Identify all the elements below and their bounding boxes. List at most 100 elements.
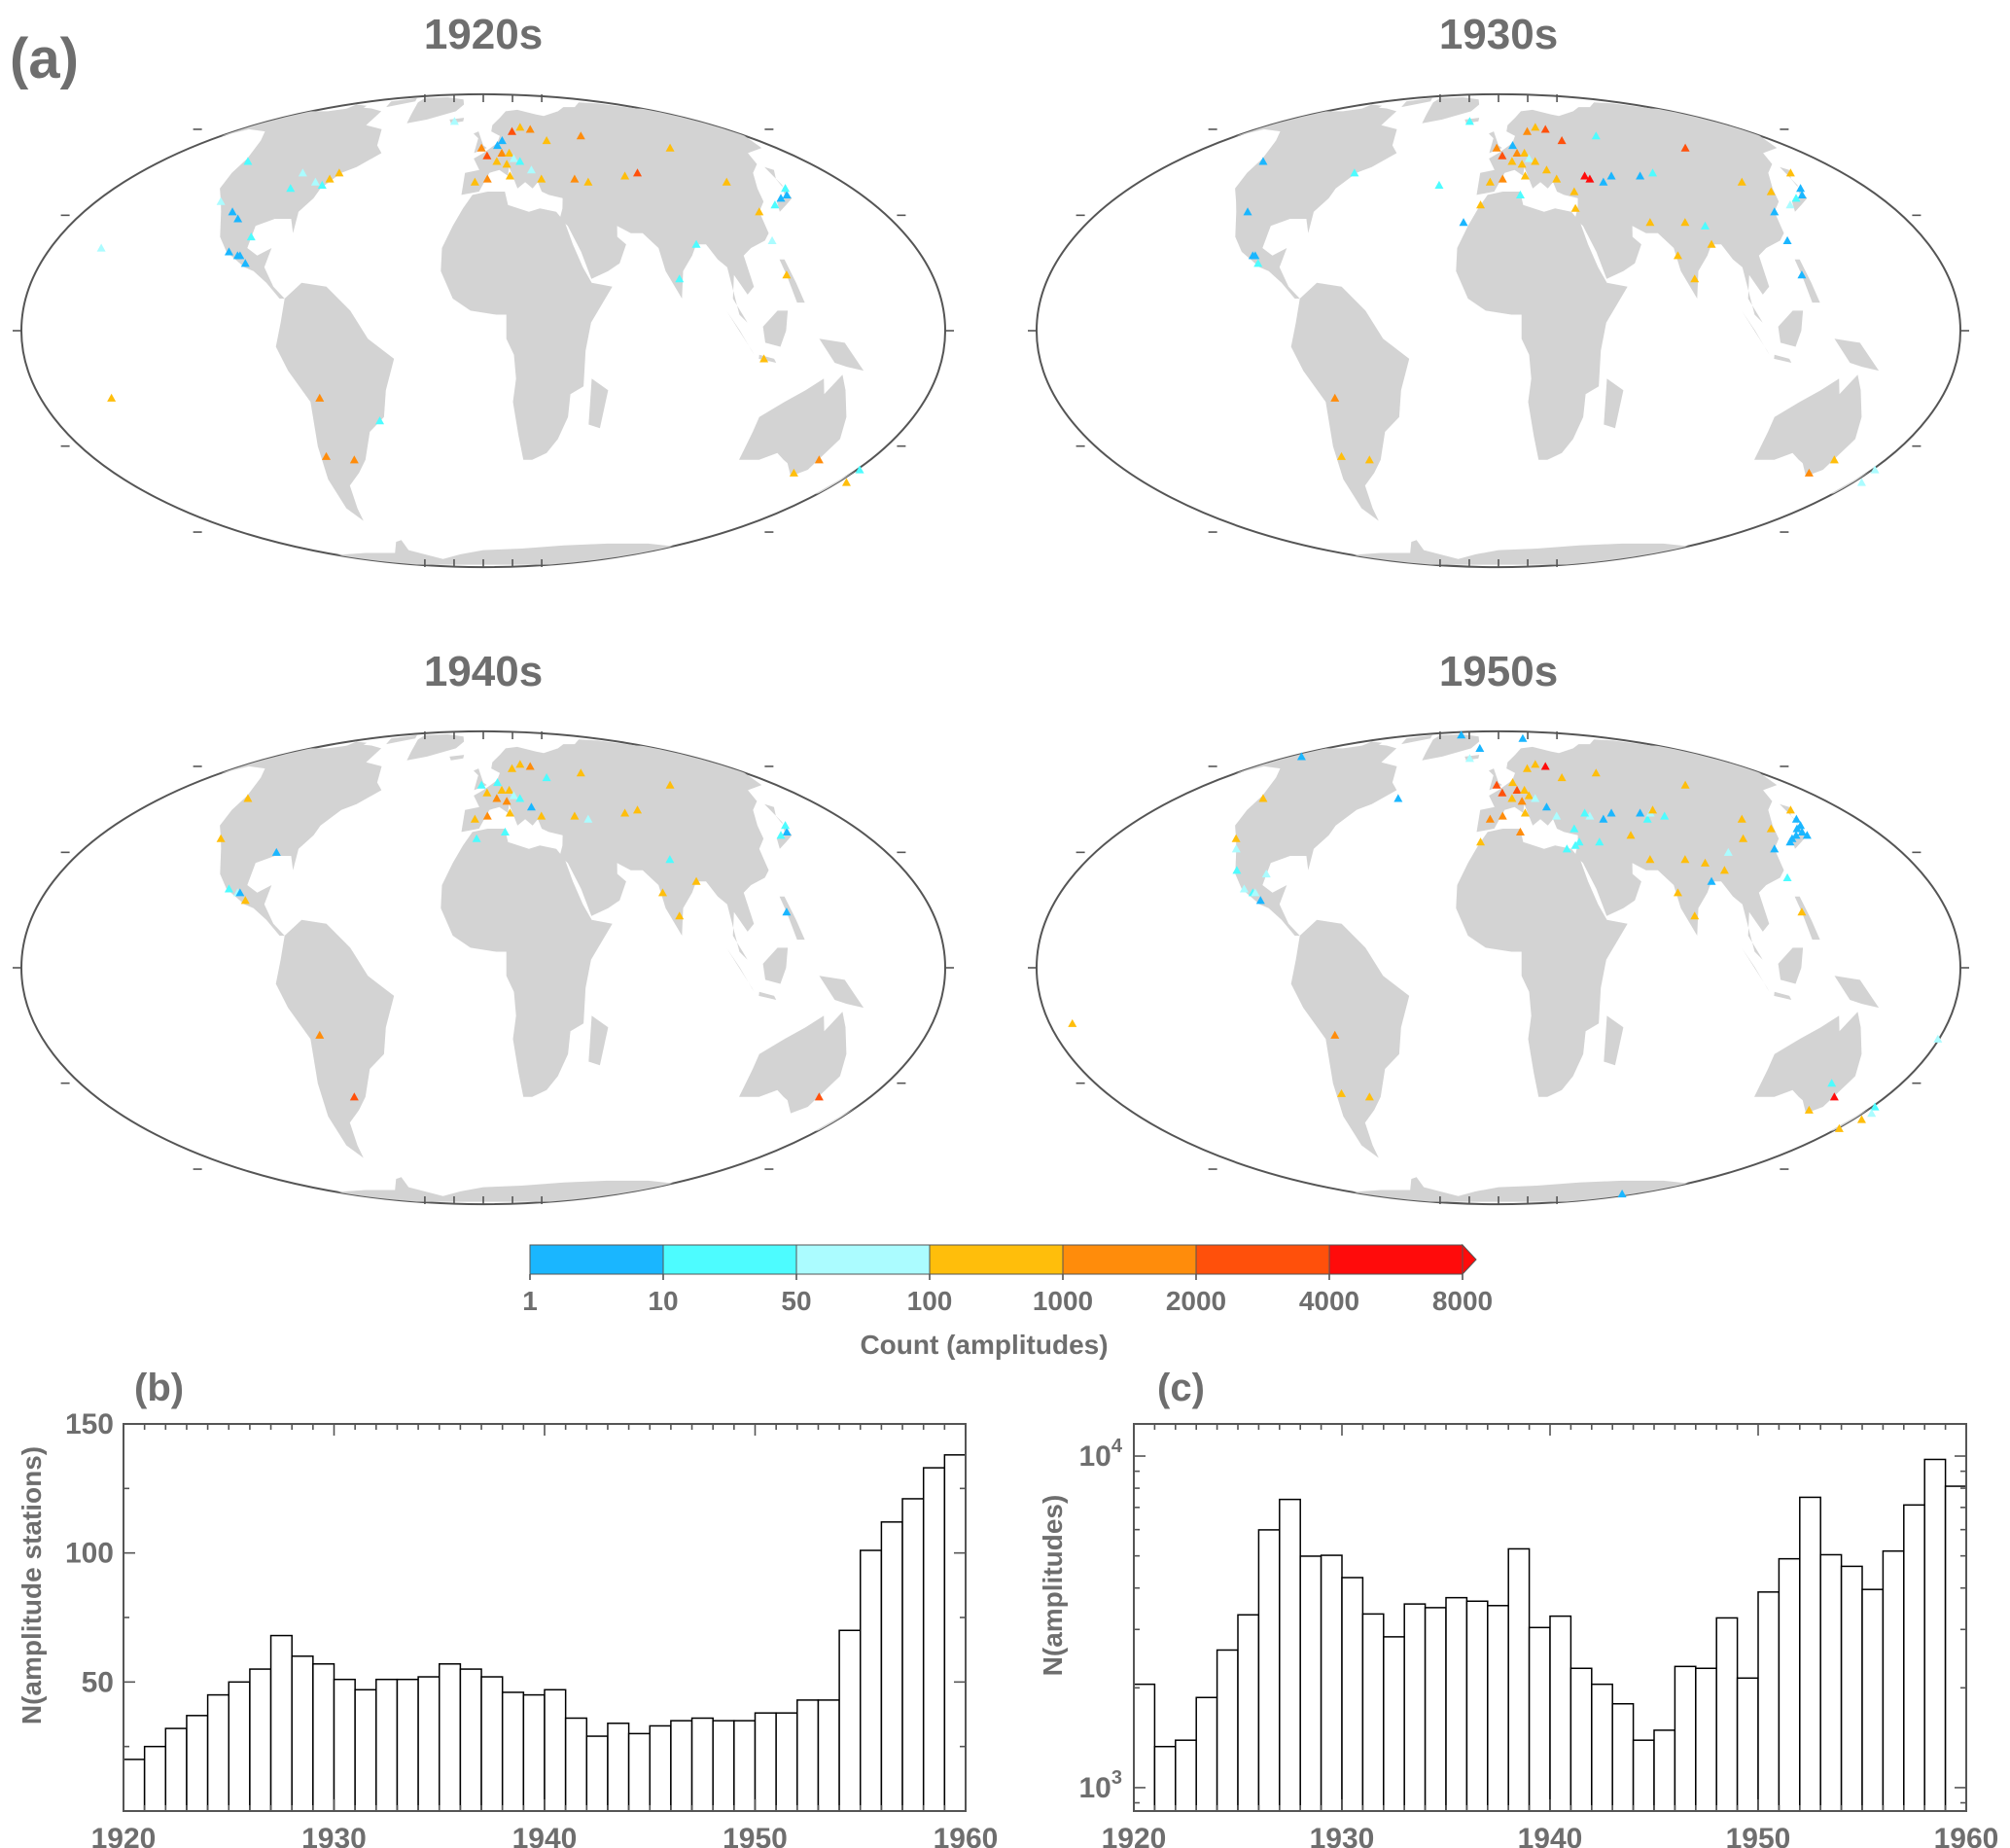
landmass — [758, 991, 777, 1000]
histogram-bar — [1591, 1683, 1613, 1812]
station-marker — [1512, 785, 1522, 795]
station-marker — [1585, 174, 1595, 183]
station-marker — [620, 171, 630, 180]
station-marker — [1606, 808, 1616, 817]
station-marker — [243, 157, 253, 165]
station-marker — [228, 207, 237, 216]
station-marker — [782, 190, 792, 198]
station-marker — [665, 780, 675, 789]
station-marker — [1636, 808, 1645, 817]
station-marker — [620, 808, 630, 817]
landmass — [461, 739, 769, 960]
station-marker — [1785, 805, 1795, 814]
station-marker — [1690, 911, 1700, 920]
station-marker — [507, 126, 516, 135]
landmass — [1604, 378, 1624, 429]
landmass — [1476, 102, 1784, 323]
station-marker — [1829, 1092, 1839, 1101]
station-marker — [675, 911, 685, 920]
histogram-bar — [922, 1467, 946, 1812]
histogram-bar — [1237, 1614, 1260, 1812]
panel-b-label: (b) — [134, 1367, 184, 1409]
station-marker — [814, 455, 824, 464]
histogram-bar — [333, 1678, 356, 1812]
y-tick-label: 50 — [82, 1666, 114, 1698]
y-tick-label: 150 — [65, 1408, 114, 1440]
landmass — [339, 741, 368, 752]
station-marker — [1522, 126, 1532, 135]
station-marker — [1540, 762, 1550, 770]
station-marker — [1707, 239, 1716, 248]
station-marker — [537, 174, 547, 183]
station-marker — [1520, 148, 1530, 158]
histogram-bar — [1465, 1600, 1489, 1812]
station-marker — [1524, 791, 1534, 800]
station-marker — [1393, 794, 1403, 802]
station-markers — [1243, 117, 1880, 486]
colorbar-extend-arrow — [1462, 1243, 1477, 1276]
station-marker — [1231, 834, 1241, 842]
histogram-bar — [1840, 1565, 1863, 1812]
histogram-bar — [1487, 1605, 1509, 1812]
station-marker — [1797, 907, 1807, 916]
x-tick-label: 1960 — [934, 1823, 999, 1848]
station-marker — [1515, 190, 1525, 198]
station-marker — [1520, 808, 1530, 817]
station-markers — [216, 760, 824, 1101]
station-marker — [1492, 143, 1501, 152]
station-marker — [1580, 171, 1590, 180]
station-marker — [1719, 866, 1729, 874]
colorbar-label: Count (amplitudes) — [860, 1330, 1108, 1360]
histogram-bar — [649, 1724, 672, 1812]
landmass — [779, 259, 805, 303]
histogram-bar — [1632, 1739, 1655, 1812]
station-marker — [1517, 160, 1527, 168]
station-marker — [1787, 834, 1797, 842]
histogram-bar — [1195, 1696, 1218, 1812]
y-tick-label: 100 — [65, 1538, 114, 1570]
station-marker — [1796, 184, 1806, 193]
station-marker — [1522, 764, 1532, 772]
station-marker — [470, 177, 479, 186]
station-marker — [789, 468, 798, 477]
station-marker — [1434, 180, 1444, 190]
station-marker — [1829, 455, 1839, 464]
landmass — [275, 919, 395, 1158]
colorbar-tick-label: 4000 — [1299, 1286, 1359, 1316]
station-marker — [1255, 896, 1265, 905]
station-marker — [476, 143, 486, 152]
station-marker — [583, 814, 593, 823]
station-marker — [240, 896, 250, 905]
panel-b-ylabel: N(amplitude stations) — [17, 1446, 47, 1724]
station-marker — [235, 251, 245, 260]
station-marker — [375, 416, 385, 425]
station-marker — [505, 785, 514, 795]
panel-c-ylabel: N(amplitudes) — [1038, 1495, 1068, 1677]
x-tick-label: 1950 — [723, 1823, 788, 1848]
station-marker — [1541, 802, 1551, 811]
landmass — [819, 976, 864, 1009]
histogram-bar — [186, 1715, 209, 1812]
station-marker — [576, 768, 585, 777]
histogram-bar — [480, 1676, 504, 1812]
station-marker — [349, 455, 359, 464]
landmass — [1287, 540, 1710, 565]
station-marker — [96, 243, 106, 252]
landmass — [762, 947, 789, 984]
x-tick-label: 1920 — [91, 1823, 157, 1848]
station-marker — [1498, 788, 1507, 797]
station-marker — [1770, 844, 1780, 853]
histogram-bar — [1549, 1615, 1572, 1812]
colorbar-tick-label: 1 — [522, 1286, 538, 1316]
station-marker — [1569, 824, 1579, 833]
histogram-bar — [1674, 1665, 1697, 1812]
station-marker — [216, 196, 226, 205]
histogram-bar — [417, 1676, 441, 1812]
histogram-bar — [564, 1717, 588, 1812]
station-marker — [691, 239, 701, 248]
station-marker — [1498, 811, 1507, 820]
histogram-bar — [1715, 1617, 1739, 1812]
histogram-bar — [375, 1678, 399, 1812]
histogram-bar — [733, 1720, 757, 1812]
station-marker — [1673, 888, 1682, 897]
